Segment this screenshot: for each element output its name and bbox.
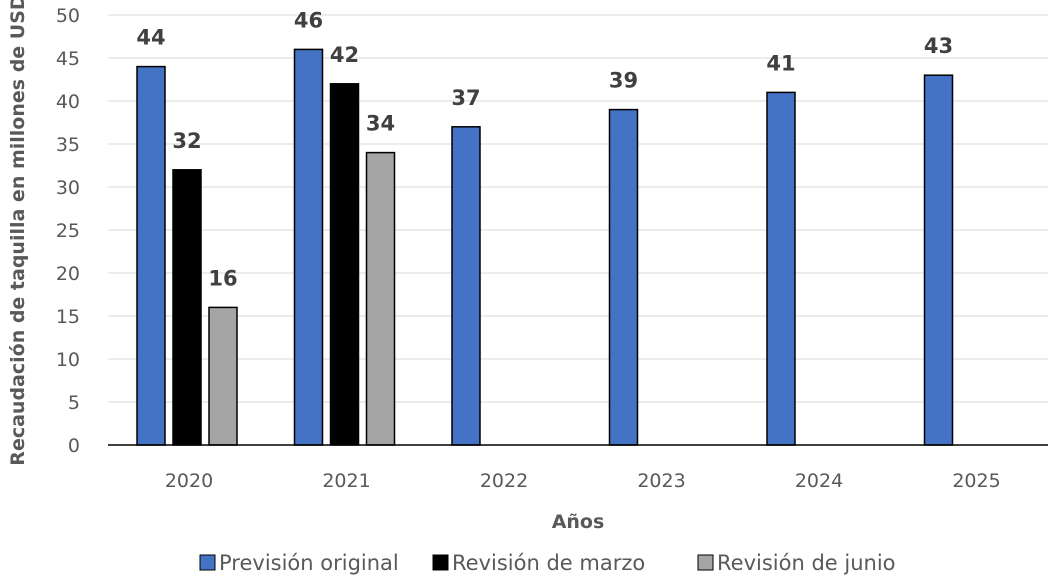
bars (136, 48, 954, 446)
data-label-2021-series-3: 34 (366, 112, 395, 136)
y-tick-label-20: 20 (56, 263, 80, 285)
y-tick-label-40: 40 (56, 91, 80, 113)
bar-2020-series-2 (172, 169, 202, 446)
data-labels: 44 32 16 46 42 34 37 39 41 43 (136, 8, 953, 290)
bar-2020-series-3 (208, 306, 238, 446)
legend-label-1: Previsión original (219, 551, 399, 575)
legend-swatch-1 (199, 554, 216, 571)
y-tick-label-45: 45 (56, 48, 80, 70)
data-label-2020-series-1: 44 (136, 26, 165, 50)
bar-2021-series-2 (329, 83, 360, 446)
x-tick-label-2020: 2020 (165, 470, 213, 492)
x-tick-label-2025: 2025 (952, 470, 1000, 492)
x-tick-label-2023: 2023 (637, 470, 685, 492)
x-axis-ticks: 2020 2021 2022 2023 2024 2025 (165, 470, 1001, 492)
x-tick-label-2022: 2022 (480, 470, 528, 492)
y-tick-label-10: 10 (56, 349, 80, 371)
legend-swatch-2 (432, 554, 449, 571)
data-label-2021-series-1: 46 (294, 8, 323, 32)
data-label-2020-series-2: 32 (172, 129, 201, 153)
y-tick-label-25: 25 (56, 220, 80, 242)
data-label-2022-series-1: 37 (451, 86, 480, 110)
bar-2023-series-1 (608, 108, 639, 446)
legend-label-3: Revisión de junio (717, 551, 896, 575)
y-tick-label-35: 35 (56, 134, 80, 156)
legend-label-2: Revisión de marzo (452, 551, 645, 575)
y-tick-label-50: 50 (56, 5, 80, 27)
bar-2022-series-1 (451, 126, 481, 446)
bar-2021-series-1 (293, 48, 324, 446)
y-axis-ticks: 0 5 10 15 20 25 30 35 40 45 50 (56, 5, 80, 457)
x-tick-label-2021: 2021 (322, 470, 370, 492)
x-axis-title: Años (552, 511, 605, 533)
data-label-2023-series-1: 39 (609, 69, 638, 93)
legend: Previsión original Revisión de marzo Revis… (199, 551, 896, 575)
y-tick-label-0: 0 (68, 435, 80, 457)
y-tick-label-30: 30 (56, 177, 80, 199)
data-label-2025-series-1: 43 (924, 34, 953, 58)
data-label-2020-series-3: 16 (208, 266, 237, 290)
gridlines (108, 14, 1048, 403)
x-tick-label-2024: 2024 (795, 470, 843, 492)
bar-2024-series-1 (766, 91, 796, 446)
y-axis-title: Recaudación de taquilla en millones de U… (7, 0, 29, 466)
legend-swatch-3 (697, 554, 714, 571)
bar-2020-series-1 (136, 65, 166, 446)
y-tick-label-5: 5 (68, 392, 80, 414)
data-label-2021-series-2: 42 (330, 43, 359, 67)
bar-2025-series-1 (923, 74, 954, 446)
y-tick-label-15: 15 (56, 306, 80, 328)
bar-2021-series-3 (365, 151, 396, 446)
data-label-2024-series-1: 41 (766, 51, 795, 75)
